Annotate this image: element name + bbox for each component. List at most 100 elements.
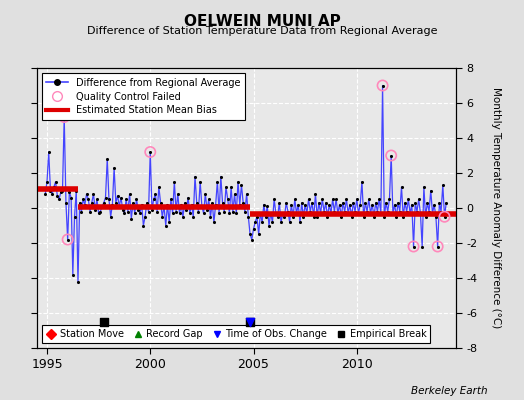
Point	[158, 214, 167, 220]
Point	[397, 184, 406, 190]
Point	[279, 210, 287, 216]
Point	[263, 203, 271, 210]
Point	[108, 201, 117, 208]
Point	[100, 200, 108, 206]
Point	[315, 200, 323, 206]
Point	[392, 214, 400, 220]
Point	[346, 201, 354, 208]
Point	[356, 201, 364, 208]
Point	[58, 187, 67, 194]
Point	[206, 214, 215, 220]
Point	[198, 203, 206, 210]
Point	[98, 203, 106, 210]
Point	[274, 214, 282, 220]
Point	[149, 196, 158, 202]
Point	[323, 214, 332, 220]
Point	[334, 210, 342, 216]
Point	[409, 243, 418, 250]
Point	[81, 201, 89, 208]
Point	[74, 278, 82, 285]
Point	[380, 214, 388, 220]
Point	[246, 231, 254, 238]
Point	[387, 152, 396, 159]
Point	[153, 208, 161, 215]
Point	[215, 210, 223, 216]
Point	[318, 196, 326, 202]
Point	[349, 200, 357, 206]
Point	[351, 208, 359, 215]
Point	[227, 184, 235, 190]
Point	[168, 210, 177, 216]
Point	[246, 318, 254, 325]
Point	[399, 214, 408, 220]
Point	[365, 196, 373, 202]
Legend: Station Move, Record Gap, Time of Obs. Change, Empirical Break: Station Move, Record Gap, Time of Obs. C…	[41, 325, 430, 343]
Point	[244, 214, 253, 220]
Point	[177, 201, 185, 208]
Point	[390, 201, 399, 208]
Point	[268, 219, 277, 225]
Point	[146, 149, 155, 155]
Point	[65, 189, 73, 196]
Point	[194, 208, 203, 215]
Point	[167, 196, 175, 202]
Point	[382, 200, 390, 206]
Point	[63, 236, 72, 243]
Point	[411, 200, 419, 206]
Point	[204, 196, 213, 202]
Point	[421, 214, 430, 220]
Point	[427, 187, 435, 194]
Point	[259, 201, 268, 208]
Point	[208, 200, 216, 206]
Point	[219, 200, 227, 206]
Text: OELWEIN MUNI AP: OELWEIN MUNI AP	[183, 14, 341, 29]
Point	[385, 196, 394, 202]
Point	[253, 214, 261, 220]
Point	[267, 210, 275, 216]
Point	[63, 236, 72, 243]
Point	[115, 203, 124, 210]
Point	[132, 196, 140, 202]
Point	[396, 208, 404, 215]
Point	[129, 200, 137, 206]
Point	[414, 196, 423, 202]
Point	[325, 201, 333, 208]
Point	[341, 208, 349, 215]
Point	[283, 208, 292, 215]
Point	[378, 82, 387, 89]
Point	[84, 196, 93, 202]
Point	[60, 114, 69, 120]
Point	[139, 222, 148, 229]
Point	[106, 214, 115, 220]
Point	[224, 196, 232, 202]
Point	[327, 210, 335, 216]
Point	[172, 208, 180, 215]
Point	[228, 208, 237, 215]
Point	[201, 191, 210, 197]
Point	[136, 210, 144, 216]
Point	[330, 208, 339, 215]
Point	[100, 318, 108, 325]
Point	[311, 191, 320, 197]
Point	[332, 196, 340, 202]
Point	[292, 210, 301, 216]
Point	[185, 210, 194, 216]
Point	[134, 206, 143, 213]
Point	[184, 194, 192, 201]
Point	[248, 236, 256, 243]
Point	[432, 214, 440, 220]
Point	[173, 191, 182, 197]
Point	[86, 208, 94, 215]
Point	[275, 200, 283, 206]
Point	[440, 214, 449, 220]
Point	[79, 196, 88, 202]
Point	[258, 219, 266, 225]
Point	[53, 192, 61, 199]
Text: Difference of Station Temperature Data from Regional Average: Difference of Station Temperature Data f…	[87, 26, 437, 36]
Point	[303, 210, 311, 216]
Point	[161, 222, 170, 229]
Point	[60, 114, 69, 120]
Point	[339, 200, 347, 206]
Point	[406, 210, 414, 216]
Point	[435, 200, 443, 206]
